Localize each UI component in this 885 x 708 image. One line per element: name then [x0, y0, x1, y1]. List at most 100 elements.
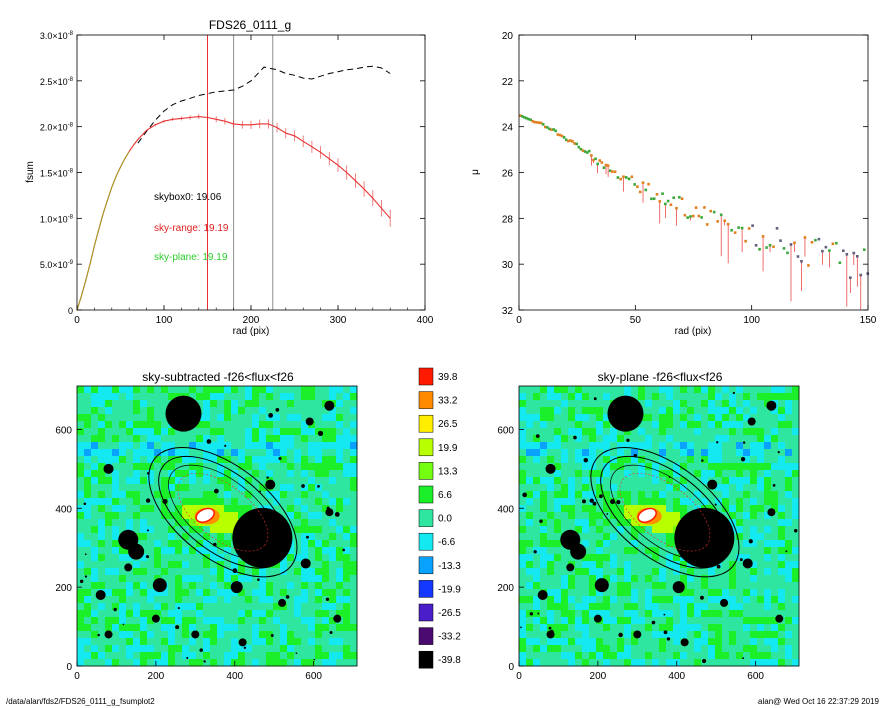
image-pixel: [266, 400, 274, 408]
image-pixel: [673, 519, 681, 527]
image-pixel: [736, 554, 744, 562]
image-pixel: [771, 484, 779, 492]
image-pixel: [659, 435, 667, 443]
image-pixel: [729, 547, 737, 555]
image-pixel: [77, 386, 85, 394]
mu-point: [859, 273, 863, 277]
masked-star-small: [122, 623, 125, 626]
image-pixel: [596, 414, 604, 422]
image-pixel: [77, 645, 85, 653]
image-pixel: [736, 435, 744, 443]
masked-star-small: [746, 565, 749, 568]
image-pixel: [631, 610, 639, 618]
masked-star: [594, 578, 609, 593]
image-pixel: [645, 645, 653, 653]
image-pixel: [287, 610, 295, 618]
image-pixel: [231, 470, 239, 478]
image-pixel: [645, 498, 653, 506]
image-pixel: [210, 400, 218, 408]
image-pixel: [750, 505, 758, 513]
image-pixel: [582, 554, 590, 562]
image-pixel: [98, 575, 106, 583]
image-pixel: [792, 582, 800, 590]
image-pixel: [119, 456, 127, 464]
image-pixel: [224, 498, 232, 506]
image-pixel: [259, 652, 267, 660]
image-pixel: [119, 491, 127, 499]
image-pixel: [196, 561, 204, 569]
image-pixel: [526, 526, 534, 534]
image-pixel: [280, 498, 288, 506]
image-pixel: [722, 498, 730, 506]
masked-star: [680, 638, 689, 647]
image-pixel: [708, 428, 716, 436]
image-pixel: [645, 442, 653, 450]
image-pixel: [217, 568, 225, 576]
image-pixel: [189, 617, 197, 625]
image-pixel: [687, 414, 695, 422]
image-pixel: [631, 484, 639, 492]
image-pixel: [540, 435, 548, 443]
image-pixel: [666, 547, 674, 555]
image-pixel: [329, 568, 337, 576]
mu-point: [800, 259, 803, 263]
image-pixel: [785, 554, 793, 562]
mu-point: [683, 213, 687, 217]
image-pixel: [617, 470, 625, 478]
image-pixel: [603, 659, 611, 667]
image-pixel: [596, 610, 604, 618]
image-pixel: [554, 386, 562, 394]
image-pixel: [722, 491, 730, 499]
image-pixel: [659, 568, 667, 576]
image-pixel: [308, 442, 316, 450]
image-pixel: [140, 470, 148, 478]
mu-point: [730, 228, 733, 232]
image-pixel: [610, 645, 618, 653]
image-pixel: [238, 603, 246, 611]
mu-point: [604, 163, 608, 167]
image-pixel: [540, 400, 548, 408]
image-pixel: [140, 414, 148, 422]
colorbar-label: 33.2: [438, 396, 458, 407]
image-pixel: [554, 421, 562, 429]
fsum-xlabel: rad (pix): [233, 326, 270, 337]
image-pixel: [568, 386, 576, 394]
masked-star-small: [295, 652, 298, 655]
image-pixel: [252, 575, 260, 583]
image-pixel: [210, 603, 218, 611]
image-pixel: [771, 617, 779, 625]
image-pixel: [652, 526, 660, 534]
image-pixel: [210, 407, 218, 415]
image-pixel: [673, 610, 681, 618]
image-pixel: [126, 617, 134, 625]
image-pixel: [547, 407, 555, 415]
image-pixel: [140, 386, 148, 394]
image-pixel: [743, 414, 751, 422]
image-pixel: [603, 610, 611, 618]
image-pixel: [322, 421, 330, 429]
image-pixel: [336, 603, 344, 611]
image-pixel: [161, 400, 169, 408]
image-pixel: [764, 498, 772, 506]
image-pixel: [245, 652, 253, 660]
image-pixel: [771, 547, 779, 555]
image-pixel: [203, 540, 211, 548]
image-pixel: [322, 477, 330, 485]
image-pixel: [659, 512, 667, 520]
image-pixel: [119, 624, 127, 632]
image-pixel: [736, 463, 744, 471]
image-pixel: [736, 442, 744, 450]
mu-point: [765, 246, 768, 249]
image-pixel: [182, 617, 190, 625]
mu-point: [803, 236, 807, 239]
image-pixel: [196, 491, 204, 499]
image-pixel: [175, 386, 183, 394]
image-pixel: [329, 414, 337, 422]
image-pixel: [603, 449, 611, 457]
image-pixel: [701, 603, 709, 611]
image-pixel: [189, 442, 197, 450]
image-pixel: [624, 491, 632, 499]
fsum-ytick-label: 2.5×10-8: [40, 77, 74, 87]
image-pixel: [666, 484, 674, 492]
image-pixel: [259, 463, 267, 471]
